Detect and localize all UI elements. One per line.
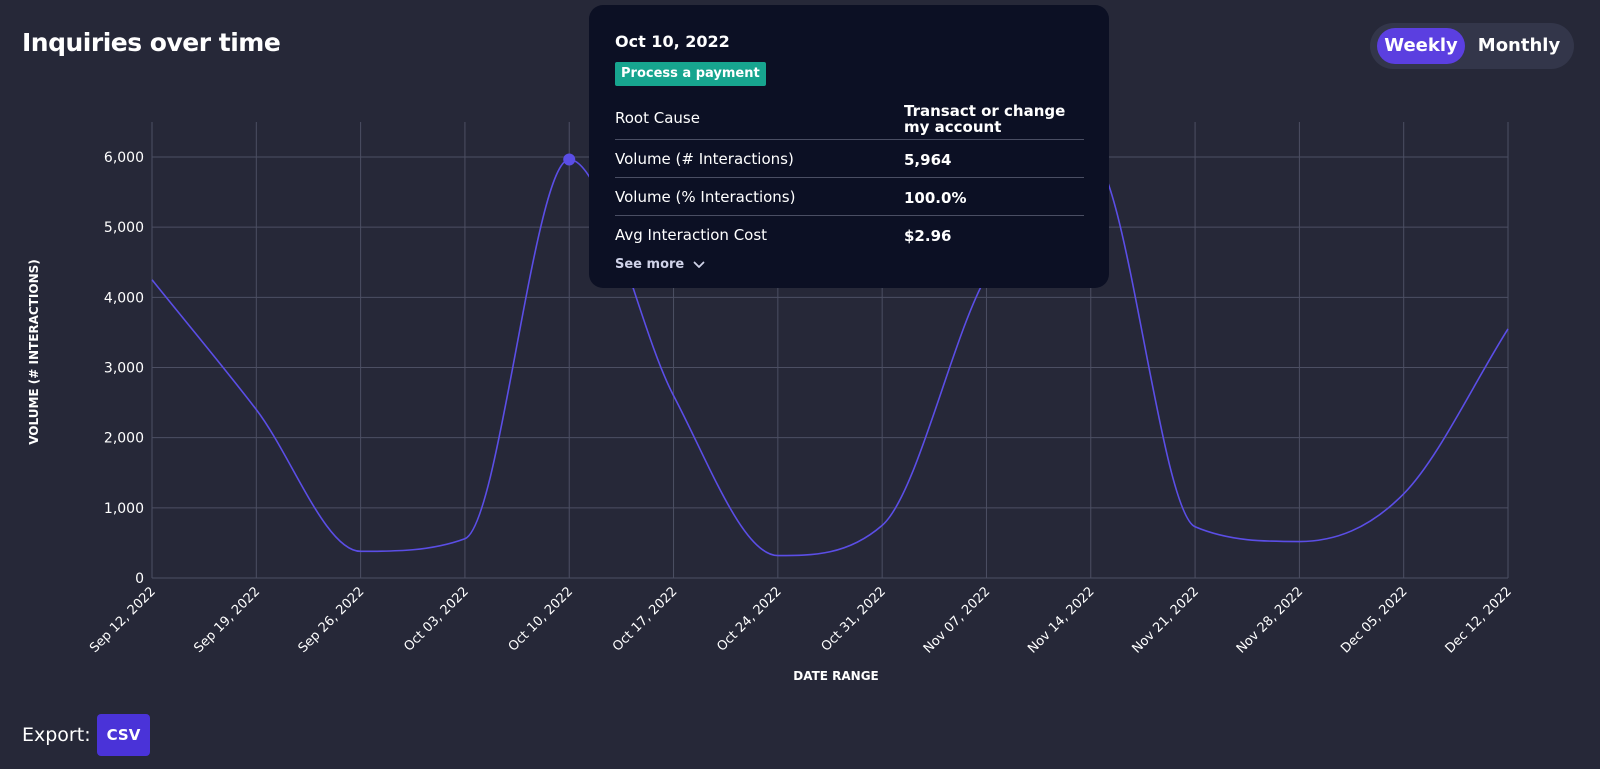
tooltip-row-value: 5,964 bbox=[904, 151, 952, 169]
tooltip-row-label: Volume (% Interactions) bbox=[615, 188, 796, 206]
tooltip-divider bbox=[615, 139, 1084, 140]
x-tick-label: Oct 31, 2022 bbox=[819, 584, 889, 654]
weekly-button[interactable]: Weekly bbox=[1377, 28, 1465, 64]
x-tick-label: Nov 21, 2022 bbox=[1129, 584, 1201, 656]
tooltip-row-label: Root Cause bbox=[615, 109, 700, 127]
x-tick-label: Oct 24, 2022 bbox=[714, 584, 784, 654]
csv-export-button[interactable]: CSV bbox=[97, 714, 150, 756]
monthly-button[interactable]: Monthly bbox=[1477, 35, 1561, 56]
tooltip-row-value: Transact or change my account bbox=[904, 102, 1066, 136]
chevron-down-icon bbox=[693, 261, 705, 268]
tooltip-row-label: Avg Interaction Cost bbox=[615, 226, 768, 244]
y-tick-label: 3,000 bbox=[104, 361, 144, 377]
see-more-link[interactable]: See more bbox=[615, 257, 705, 272]
x-tick-label: Nov 28, 2022 bbox=[1234, 584, 1306, 656]
x-tick-label: Oct 10, 2022 bbox=[506, 584, 576, 654]
y-tick-label: 0 bbox=[135, 571, 144, 587]
x-tick-label: Sep 26, 2022 bbox=[296, 584, 368, 656]
y-tick-label: 1,000 bbox=[104, 501, 144, 517]
x-axis-label: DATE RANGE bbox=[793, 669, 879, 683]
tooltip-row-value: $2.96 bbox=[904, 227, 952, 245]
highlighted-data-point[interactable] bbox=[563, 153, 576, 166]
tooltip-row-value: 100.0% bbox=[904, 189, 967, 207]
data-tooltip: Oct 10, 2022 Process a payment Root Caus… bbox=[589, 5, 1109, 288]
category-badge: Process a payment bbox=[615, 62, 766, 86]
export-label: Export: bbox=[22, 724, 91, 746]
x-tick-label: Dec 05, 2022 bbox=[1338, 584, 1410, 656]
x-tick-label: Nov 07, 2022 bbox=[921, 584, 993, 656]
x-tick-label: Sep 12, 2022 bbox=[87, 584, 159, 656]
tooltip-divider bbox=[615, 215, 1084, 216]
period-toggle: Weekly Monthly bbox=[1370, 23, 1574, 69]
y-tick-label: 4,000 bbox=[104, 290, 144, 306]
x-tick-label: Oct 17, 2022 bbox=[610, 584, 680, 654]
x-tick-label: Dec 12, 2022 bbox=[1443, 584, 1515, 656]
series-line bbox=[151, 156, 1509, 557]
see-more-label: See more bbox=[615, 257, 685, 272]
y-axis-label: VOLUME (# INTERACTIONS) bbox=[27, 259, 41, 445]
inquiries-line-chart: 0 1,000 2,000 3,000 4,000 5,000 6,000 Sep 12, … bbox=[27, 122, 1515, 683]
x-tick-label: Oct 03, 2022 bbox=[401, 584, 471, 654]
y-tick-label: 6,000 bbox=[104, 150, 144, 166]
x-tick-label: Nov 14, 2022 bbox=[1025, 584, 1097, 656]
tooltip-date: Oct 10, 2022 bbox=[615, 32, 730, 51]
y-tick-label: 2,000 bbox=[104, 431, 144, 447]
y-axis-ticks: 0 1,000 2,000 3,000 4,000 5,000 6,000 bbox=[104, 150, 144, 587]
tooltip-divider bbox=[615, 177, 1084, 178]
y-tick-label: 5,000 bbox=[104, 220, 144, 236]
x-axis-ticks: Sep 12, 2022 Sep 19, 2022 Sep 26, 2022 Oct … bbox=[87, 584, 1515, 656]
x-tick-label: Sep 19, 2022 bbox=[191, 584, 263, 656]
page-title: Inquiries over time bbox=[22, 28, 281, 57]
tooltip-row-label: Volume (# Interactions) bbox=[615, 150, 794, 168]
